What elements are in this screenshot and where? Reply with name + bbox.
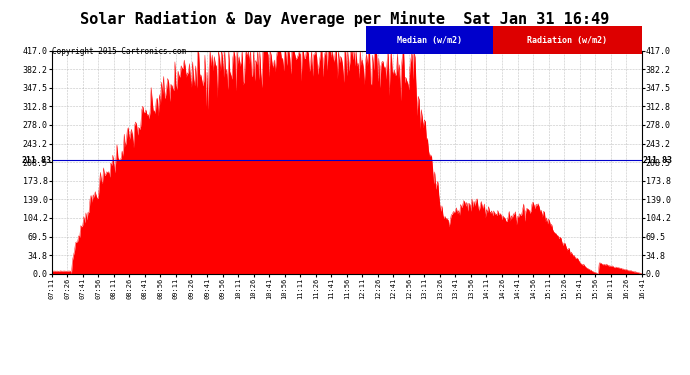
Text: Median (w/m2): Median (w/m2): [397, 36, 462, 45]
Bar: [366, 26, 493, 54]
Text: 211.83: 211.83: [21, 156, 51, 165]
Text: Radiation (w/m2): Radiation (w/m2): [527, 36, 607, 45]
Text: Copyright 2015 Cartronics.com: Copyright 2015 Cartronics.com: [52, 47, 186, 56]
Bar: [493, 26, 642, 54]
Text: 211.83: 211.83: [642, 156, 672, 165]
Text: Solar Radiation & Day Average per Minute  Sat Jan 31 16:49: Solar Radiation & Day Average per Minute…: [80, 11, 610, 27]
